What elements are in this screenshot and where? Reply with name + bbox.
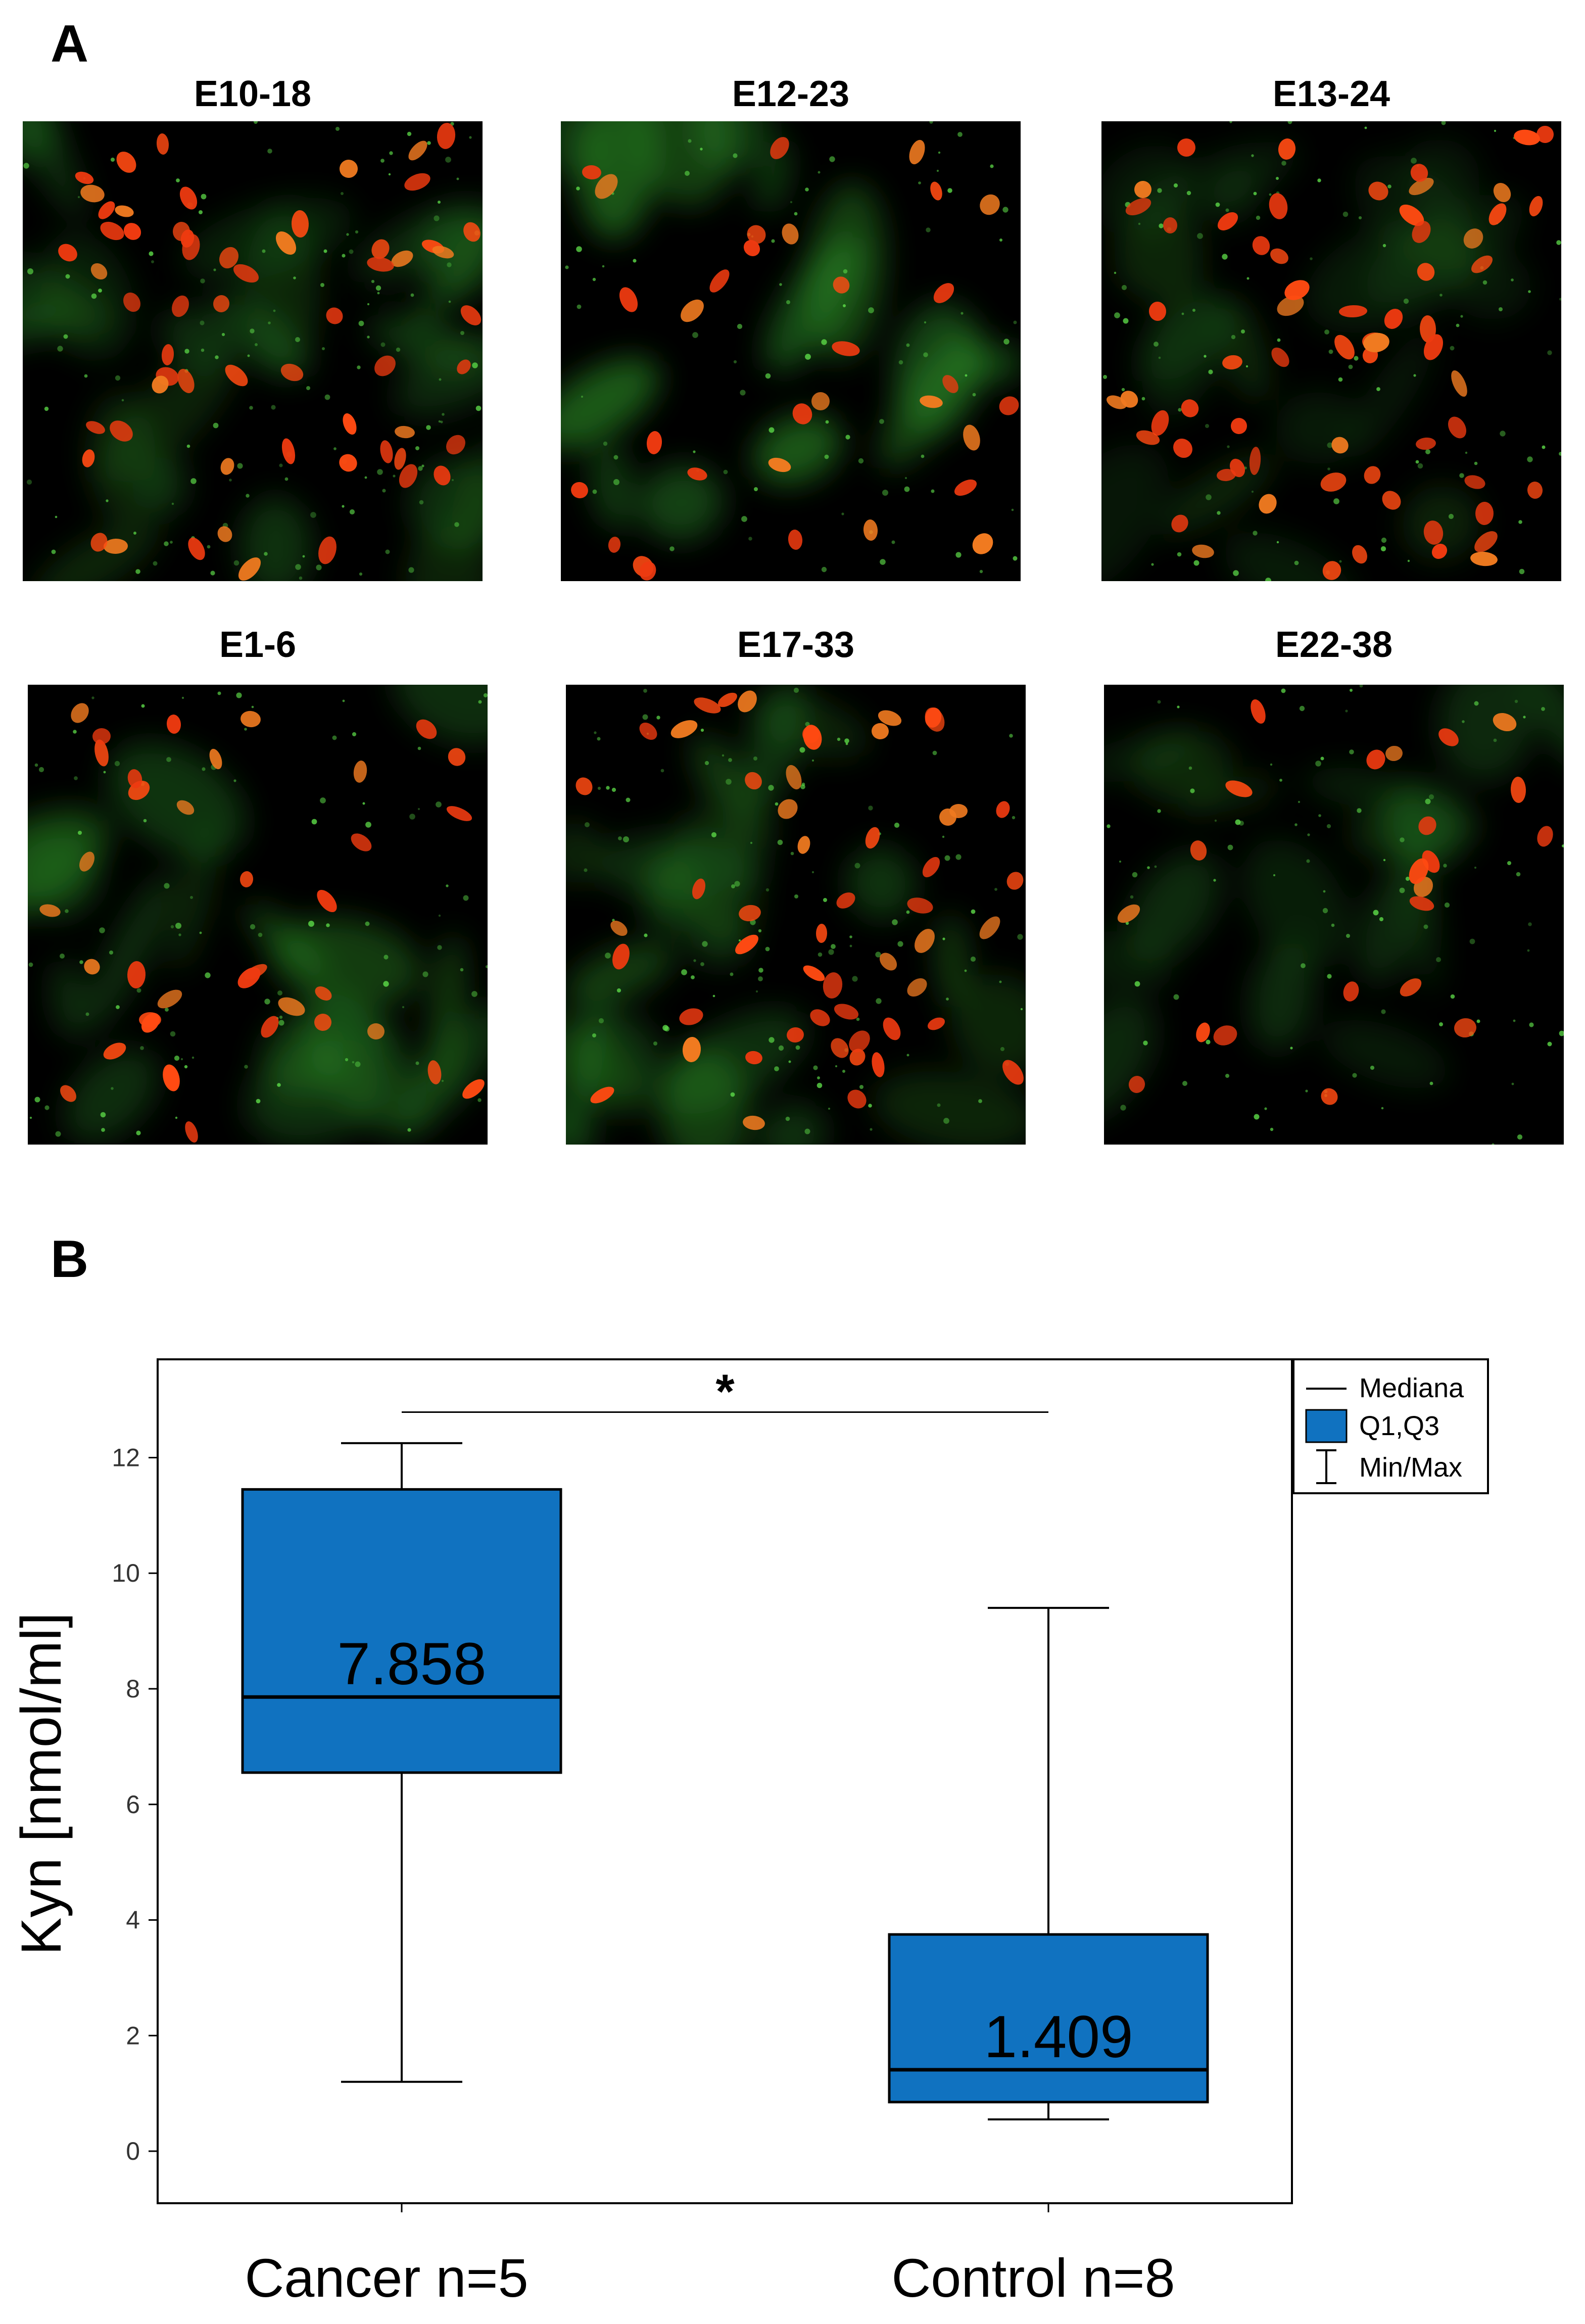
box-1: 1.409	[888, 1606, 1209, 2121]
box-iqr	[888, 1933, 1209, 2104]
micrograph-2	[561, 121, 1021, 581]
panel-b-letter: B	[51, 1230, 89, 1289]
y-tick-label-3: 6	[126, 1790, 140, 1819]
median-label: 7.858	[337, 1631, 486, 1697]
y-tick-label-4: 8	[126, 1675, 140, 1703]
box-iqr	[241, 1488, 562, 1774]
legend-item-2: Min/Max	[1359, 1452, 1462, 1483]
y-tick-label-6: 12	[112, 1443, 140, 1472]
micro-title-5: E17-33	[737, 625, 855, 665]
y-tick-label-1: 2	[126, 2021, 140, 2050]
legend: Mediana Q1,Q3 Min/Max	[1292, 1358, 1489, 1494]
y-tick-label-0: 0	[126, 2137, 140, 2165]
plot-frame	[157, 1358, 1293, 2204]
panel-a-letter: A	[51, 15, 89, 73]
y-tick-label-5: 10	[112, 1559, 140, 1587]
micrograph-4	[28, 685, 488, 1145]
y-axis-label: Kyn [nmol/ml]	[10, 1612, 73, 1955]
micrograph-5	[566, 685, 1026, 1145]
micrograph-6	[1104, 685, 1564, 1145]
x-tick-label-0: Cancer n=5	[245, 2247, 528, 2308]
median-label: 1.409	[984, 2004, 1133, 2070]
micrograph-3	[1101, 121, 1561, 581]
box-0: 7.858	[241, 1442, 562, 2083]
micro-title-2: E12-23	[732, 74, 850, 114]
micro-title-1: E10-18	[194, 74, 312, 114]
legend-item-0: Mediana	[1359, 1373, 1464, 1403]
significance-marker: *	[715, 1364, 735, 1418]
micro-title-6: E22-38	[1275, 625, 1393, 665]
x-tick-label-1: Control n=8	[891, 2247, 1175, 2308]
legend-iqr-swatch	[1305, 1409, 1348, 1443]
legend-item-1: Q1,Q3	[1359, 1411, 1439, 1441]
micrograph-1	[23, 121, 483, 581]
micro-title-3: E13-24	[1272, 74, 1390, 114]
y-tick-label-2: 4	[126, 1906, 140, 1934]
micro-title-4: E1-6	[219, 625, 297, 665]
